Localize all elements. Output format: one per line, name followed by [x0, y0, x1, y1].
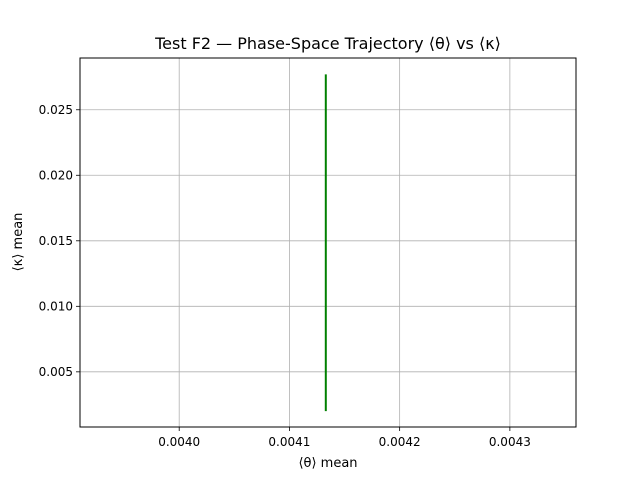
y-tick-label: 0.020: [39, 168, 73, 182]
y-tick-label: 0.015: [39, 234, 73, 248]
grid-lines: [80, 58, 576, 427]
x-tick-label: 0.0041: [268, 435, 310, 449]
y-tick-label: 0.025: [39, 103, 73, 117]
x-tick-label: 0.0040: [158, 435, 200, 449]
plot-frame: [79, 57, 577, 428]
x-axis-label: ⟨θ⟩ mean: [298, 456, 357, 471]
chart-title: Test F2 — Phase-Space Trajectory ⟨θ⟩ vs …: [154, 34, 501, 53]
axis-ticks: 0.0040 0.0041 0.0042 0.0043 0.005 0.010 0.015 0…: [39, 103, 531, 449]
x-tick-label: 0.0042: [379, 435, 421, 449]
x-tick-label: 0.0043: [489, 435, 531, 449]
y-axis-label: ⟨κ⟩ mean: [11, 213, 26, 272]
y-tick-label: 0.010: [39, 299, 73, 313]
y-tick-label: 0.005: [39, 365, 73, 379]
